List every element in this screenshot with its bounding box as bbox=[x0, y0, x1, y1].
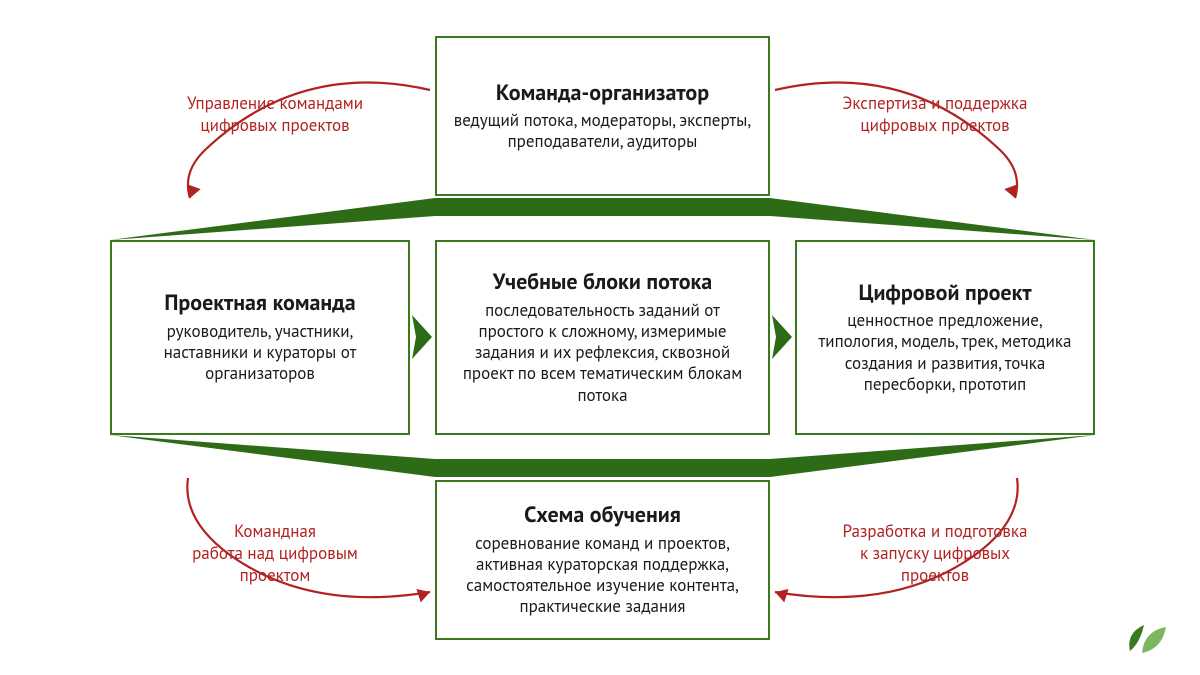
annotation-tr-line1: Экспертиза и поддержка bbox=[843, 92, 1028, 114]
annotation-tr: Экспертиза и поддержка цифровых проектов bbox=[820, 92, 1050, 136]
lower-band bbox=[110, 435, 1095, 477]
box-left-desc: руководитель, участники, наставники и ку… bbox=[128, 321, 392, 385]
annotation-br-line2: к запуску цифровых bbox=[860, 542, 1010, 564]
chevron-center-to-right-icon bbox=[772, 315, 792, 359]
box-bottom-desc: соревнование команд и проектов, активная… bbox=[453, 533, 752, 618]
chevron-left-to-center-icon bbox=[412, 315, 432, 359]
annotation-bl: Командная работа над цифровым проектом bbox=[160, 520, 390, 586]
annotation-tl-line2: цифровых проектов bbox=[200, 114, 349, 136]
annotation-tr-line2: цифровых проектов bbox=[860, 114, 1009, 136]
box-bottom-title: Схема обучения bbox=[453, 502, 752, 528]
upper-band bbox=[110, 198, 1095, 240]
box-bottom: Схема обучения соревнование команд и про… bbox=[435, 480, 770, 640]
box-left-title: Проектная команда bbox=[128, 290, 392, 316]
annotation-bl-line3: проектом bbox=[240, 564, 311, 586]
box-center-title: Учебные блоки потока bbox=[453, 269, 752, 295]
box-left: Проектная команда руководитель, участник… bbox=[110, 240, 410, 435]
box-top-desc: ведущий потока, модераторы, эксперты, пр… bbox=[453, 110, 752, 153]
annotation-br: Разработка и подготовка к запуску цифров… bbox=[820, 520, 1050, 586]
box-right-desc: ценностное предложение, типология, модел… bbox=[813, 310, 1077, 395]
box-top-title: Команда-организатор bbox=[453, 80, 752, 106]
annotation-tl: Управление командами цифровых проектов bbox=[160, 92, 390, 136]
leaf-logo-icon bbox=[1122, 617, 1172, 657]
box-center-desc: последовательность заданий от простого к… bbox=[453, 300, 752, 406]
annotation-br-line3: проектов bbox=[901, 564, 969, 586]
box-right: Цифровой проект ценностное предложение, … bbox=[795, 240, 1095, 435]
box-right-title: Цифровой проект bbox=[813, 280, 1077, 306]
box-center: Учебные блоки потока последовательность … bbox=[435, 240, 770, 435]
annotation-bl-line1: Командная bbox=[234, 520, 316, 542]
box-top: Команда-организатор ведущий потока, моде… bbox=[435, 36, 770, 196]
annotation-tl-line1: Управление командами bbox=[187, 92, 363, 114]
annotation-bl-line2: работа над цифровым bbox=[192, 542, 358, 564]
annotation-br-line1: Разработка и подготовка bbox=[843, 520, 1028, 542]
